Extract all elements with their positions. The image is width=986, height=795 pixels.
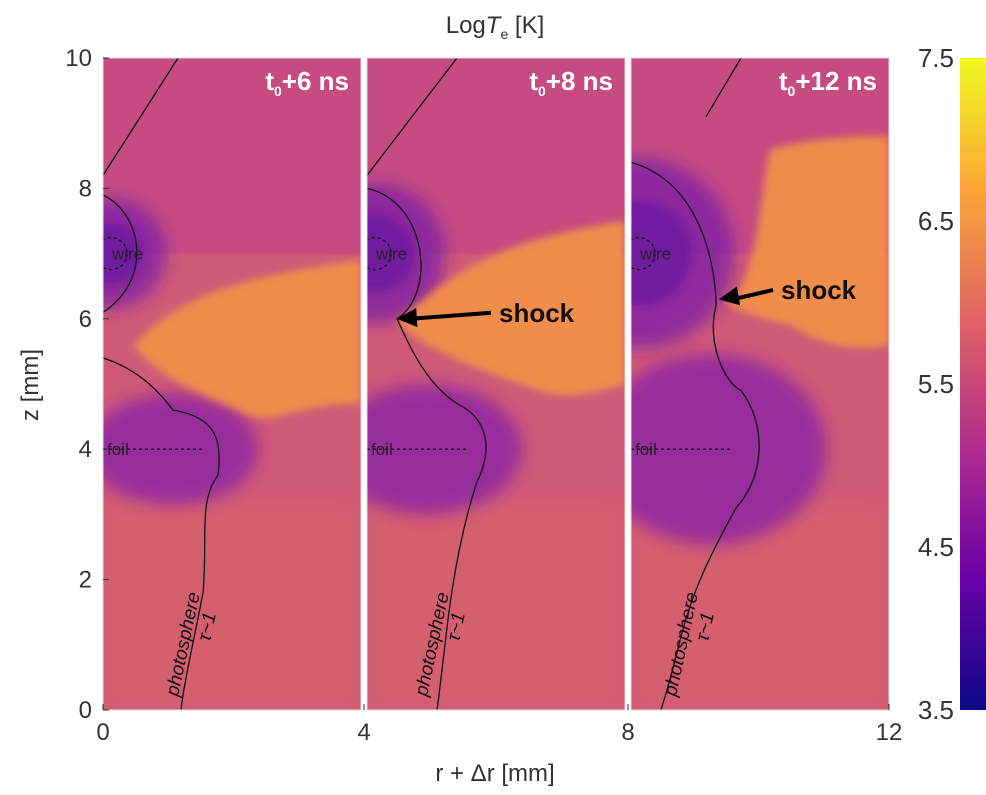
- shock-label: shock: [781, 275, 857, 305]
- colorbar: [960, 58, 986, 710]
- colorbar-title: LogTe [K]: [446, 12, 545, 42]
- y-axis-label: z [mm]: [17, 349, 44, 421]
- y-tick-label: 10: [65, 45, 92, 72]
- wire-marker: [631, 236, 656, 271]
- colorbar-ticks: 3.5 4.5 5.5 6.5 7.5: [918, 43, 954, 725]
- wire-core: [367, 215, 414, 293]
- foil-label: foil: [107, 440, 129, 459]
- x-tick-label: 8: [621, 719, 634, 746]
- hot-plasma-region: [397, 221, 625, 395]
- y-tick-label: 6: [79, 306, 92, 333]
- x-axis-label: r + Δr [mm]: [435, 760, 554, 787]
- lower-region: [367, 501, 625, 710]
- hot-plasma-region: [726, 136, 889, 348]
- x-tick-label: 0: [96, 719, 109, 746]
- wire-label: wire: [111, 245, 143, 264]
- y-tick-label: 8: [79, 175, 92, 202]
- hot-plasma-region: [133, 260, 361, 418]
- foil-lobe: [367, 384, 522, 515]
- time-label: t0+12 ns: [779, 66, 877, 99]
- foil-label: foil: [635, 440, 657, 459]
- wire-marker: [367, 236, 392, 271]
- colorbar-tick-label: 4.5: [918, 532, 954, 562]
- colorbar-tick-label: 5.5: [918, 369, 954, 399]
- photosphere-contour: [631, 58, 760, 710]
- time-label: t0+6 ns: [265, 66, 349, 99]
- y-tick-label: 0: [79, 697, 92, 724]
- y-tick-label: 2: [79, 567, 92, 594]
- panel-border: [366, 57, 626, 711]
- shock-arrow: [732, 288, 774, 302]
- lower-region: [103, 501, 361, 710]
- panel-border: [630, 57, 890, 711]
- x-tick-label: 12: [876, 719, 903, 746]
- wire-label: wire: [639, 245, 671, 264]
- x-tick-label: 4: [357, 719, 370, 746]
- wire-core: [631, 201, 692, 306]
- foil-lobe: [103, 394, 258, 505]
- y-axis: 0 2 4 6 8 10: [65, 45, 109, 724]
- time-label: t0+8 ns: [529, 66, 613, 99]
- colorbar-tick-label: 3.5: [918, 695, 954, 725]
- shock-arrowhead: [719, 286, 741, 306]
- photosphere-contour: [103, 58, 220, 710]
- x-axis: 0 4 8 12: [96, 704, 902, 746]
- shock-label: shock: [499, 298, 575, 328]
- colorbar-tick-label: 6.5: [918, 206, 954, 236]
- wire-marker: [103, 236, 128, 271]
- foil-label: foil: [371, 440, 393, 459]
- y-tick-label: 4: [79, 436, 92, 463]
- wire-label: wire: [375, 245, 407, 264]
- shock-arrowhead: [397, 307, 418, 328]
- photosphere-contour: [367, 58, 487, 710]
- panel-border: [102, 57, 362, 711]
- colorbar-tick-label: 7.5: [918, 43, 954, 73]
- wire-core: [103, 223, 142, 284]
- shock-arrow: [410, 310, 492, 321]
